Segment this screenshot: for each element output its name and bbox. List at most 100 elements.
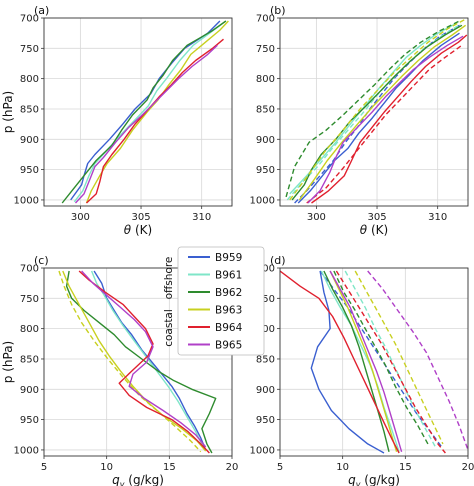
y-axis-label: p (hPa) <box>1 91 15 133</box>
y-tick-label: 1000 <box>250 445 275 456</box>
y-tick-label: 850 <box>256 104 275 115</box>
y-tick-label: 950 <box>20 415 39 426</box>
series-line-b964 <box>311 34 468 204</box>
y-tick-label: 750 <box>256 294 275 305</box>
x-tick-label: 300 <box>307 212 326 223</box>
y-tick-label: 900 <box>20 385 39 396</box>
x-tick-label: 5 <box>41 462 47 473</box>
x-tick-label: 310 <box>428 212 447 223</box>
legend-label: B965 <box>215 340 242 352</box>
series-line-b962 <box>65 270 217 454</box>
plot-frame <box>43 267 233 457</box>
x-tick-label: 20 <box>226 462 239 473</box>
legend-label: B959 <box>215 252 242 264</box>
x-tick-label: 300 <box>71 212 90 223</box>
y-tick-label: 750 <box>20 294 39 305</box>
series-group <box>285 19 468 204</box>
y-tick-label: 1000 <box>250 195 275 206</box>
legend-label: B961 <box>215 270 242 282</box>
y-axis-label: p (hPa) <box>1 341 15 383</box>
series-line-b961 <box>320 270 400 453</box>
panel-c: 5 10 15 20 700 750 800 850 900 950 1000 (c) qv (g/kg… <box>1 254 238 486</box>
x-tick-label: 310 <box>192 212 211 223</box>
x-tick-label: 305 <box>131 212 150 223</box>
series-line-b963-dashed <box>58 270 202 453</box>
series-line-b962 <box>61 20 227 204</box>
y-tick-label: 850 <box>256 354 275 365</box>
y-tick-label: 950 <box>20 165 39 176</box>
y-tick-label: 700 <box>256 264 275 275</box>
y-tick-label: 950 <box>256 415 275 426</box>
plot-frame <box>279 17 469 207</box>
panel-label: (a) <box>34 4 49 17</box>
series-line-b961 <box>90 270 204 448</box>
series-group <box>280 270 468 454</box>
y-tick-label: 850 <box>20 104 39 115</box>
x-tick-label: 15 <box>163 462 176 473</box>
y-tick-label: 800 <box>256 74 275 85</box>
legend-side-label-offshore: offshore <box>163 257 175 300</box>
x-axis-label: θ (K) <box>124 223 152 237</box>
legend-label: B962 <box>215 287 242 299</box>
series-line-b961 <box>73 20 227 203</box>
series-line-b961-dashed <box>344 270 437 448</box>
series-line-b963 <box>62 270 207 452</box>
y-tick-label: 700 <box>20 264 39 275</box>
series-line-b965-dashed <box>367 270 468 451</box>
y-tick-label: 800 <box>20 74 39 85</box>
x-axis-label: qv (g/kg) <box>348 473 400 486</box>
y-tick-label: 1000 <box>14 195 39 206</box>
x-tick-label: 20 <box>462 462 474 473</box>
y-tick-label: 900 <box>256 385 275 396</box>
series-line-b963-dashed <box>289 19 465 201</box>
series-line-b963 <box>329 270 398 453</box>
series-line-b965 <box>329 270 403 452</box>
series-line-b962 <box>291 24 463 201</box>
series-group <box>61 20 229 204</box>
plot-frame <box>279 267 469 457</box>
series-line-b959 <box>310 270 385 454</box>
series-line-b963 <box>298 24 467 201</box>
y-tick-label: 900 <box>20 135 39 146</box>
series-line-b965 <box>307 35 464 204</box>
series-line-b963-dashed <box>354 270 444 445</box>
series-line-b964 <box>280 270 400 454</box>
series-line-b964 <box>86 38 224 204</box>
y-tick-label: 700 <box>20 14 39 25</box>
series-line-b964 <box>78 270 210 454</box>
x-tick-label: 5 <box>277 462 283 473</box>
series-line-b964-dashed <box>306 44 463 204</box>
panel-label: (c) <box>34 254 49 267</box>
y-tick-label: 750 <box>256 44 275 55</box>
y-tick-label: 850 <box>20 354 39 365</box>
x-tick-label: 10 <box>100 462 113 473</box>
series-line-b962-dashed <box>333 270 429 445</box>
series-line-b959 <box>93 270 207 451</box>
series-line-b965 <box>74 44 218 204</box>
panel-label: (b) <box>270 4 286 17</box>
y-tick-label: 950 <box>256 165 275 176</box>
series-line-b964-dashed <box>335 270 446 454</box>
series-line-b959-dashed <box>319 270 443 448</box>
legend-side-label-coastal: coastal <box>163 309 175 347</box>
y-tick-label: 1000 <box>14 445 39 456</box>
panel-b: 300 305 310 700 750 800 850 900 950 1000 (b) θ (K) <box>250 4 469 237</box>
x-axis-label: θ (K) <box>360 223 388 237</box>
series-line-b965 <box>81 270 207 448</box>
y-tick-label: 900 <box>256 135 275 146</box>
y-tick-label: 700 <box>256 14 275 25</box>
series-line-b959 <box>297 32 460 204</box>
panel-d: 5 10 15 20 700 750 800 850 900 950 1000 (d) qv (g/kg… <box>250 254 474 486</box>
legend-label: B963 <box>215 305 242 317</box>
legend: B959 B961 B962 B963 B964 B965 offshore coastal <box>163 246 265 356</box>
x-tick-label: 15 <box>399 462 412 473</box>
x-tick-label: 305 <box>367 212 386 223</box>
series-line-b962-dashed <box>285 20 460 198</box>
y-tick-label: 800 <box>20 324 39 335</box>
panel-a: 300 305 310 700 750 800 850 900 950 1000 (a) θ (K) p… <box>1 4 233 237</box>
plot-frame <box>43 17 233 207</box>
y-tick-label: 750 <box>20 44 39 55</box>
panel-label: (d) <box>270 254 286 267</box>
series-group <box>58 270 217 454</box>
